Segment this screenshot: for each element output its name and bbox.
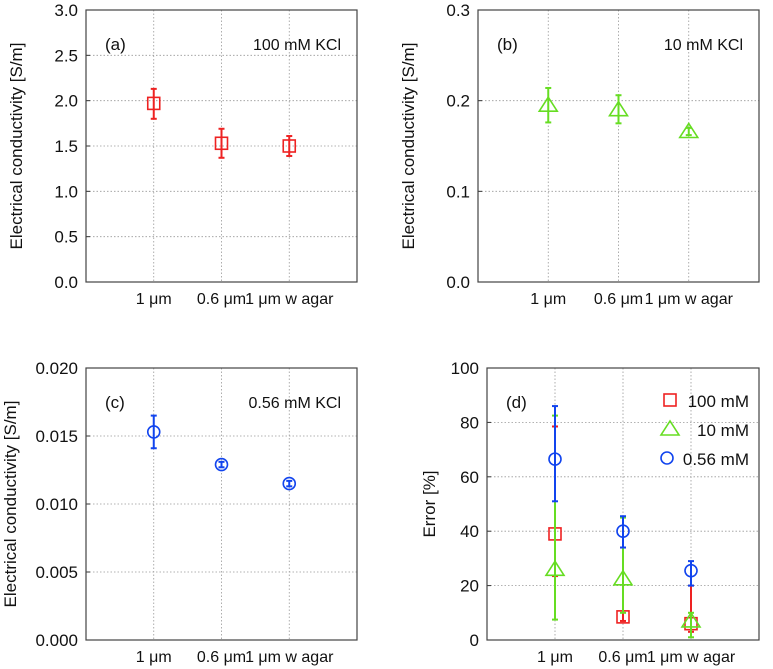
panel-annotation: 10 mM KCl xyxy=(664,37,743,54)
data-point-square xyxy=(146,96,161,111)
y-tick-label: 0.015 xyxy=(35,427,78,446)
x-tick-label: 1 μm xyxy=(537,649,573,666)
x-tick-label: 1 μm xyxy=(136,649,172,666)
data-point-triangle xyxy=(612,569,634,586)
y-tick-label: 0.1 xyxy=(446,182,470,201)
y-tick-label: 80 xyxy=(460,413,479,432)
panel-label: (d) xyxy=(506,393,527,412)
data-point-circle xyxy=(548,452,562,466)
y-axis-label: Electrical conductivity [S/m] xyxy=(1,401,20,608)
y-tick-label: 0.010 xyxy=(35,495,78,514)
data-point-circle xyxy=(282,476,297,491)
y-tick-label: 0.020 xyxy=(35,359,78,378)
y-tick-label: 0.000 xyxy=(35,631,78,650)
plot-frame xyxy=(486,367,760,641)
y-tick-label: 2.0 xyxy=(54,92,78,111)
x-tick-label: 1 μm w agar xyxy=(645,291,734,308)
chart-panel-d: 0 20 40 60 80 100 1 μm 0.6 μm 1 μm w agar Error [… xyxy=(420,359,760,666)
panel-label: (b) xyxy=(497,35,518,54)
legend-marker xyxy=(660,451,674,465)
panel-annotation: 100 mM KCl xyxy=(253,37,341,54)
y-axis-label: Electrical conductivity [S/m] xyxy=(399,43,418,250)
y-tick-label: 20 xyxy=(460,577,479,596)
x-tick-label: 0.6 μm xyxy=(197,291,246,308)
y-axis-label: Error [%] xyxy=(420,470,439,537)
y-tick-label: 3.0 xyxy=(54,1,78,20)
chart-panel-a: 0.0 0.5 1.0 1.5 2.0 2.5 3.0 1 μm 0.6 μm1 μm w ag… xyxy=(7,1,358,308)
x-tick-label: 0.6 μm xyxy=(197,649,246,666)
panel-label: (a) xyxy=(105,35,126,54)
y-tick-label: 1.0 xyxy=(54,182,78,201)
plot-frame xyxy=(477,9,760,283)
data-point-circle xyxy=(214,457,229,472)
y-tick-label: 2.5 xyxy=(54,46,78,65)
x-tick-label: 1 μm w agar xyxy=(647,649,736,666)
x-tick-label: 0.6 μm xyxy=(594,291,643,308)
data-point-circle xyxy=(146,425,161,439)
x-tick-label: 1 μm w agar xyxy=(245,291,334,308)
panel-annotation: 0.56 mM KCl xyxy=(249,395,341,412)
legend-label: 0.56 mM xyxy=(683,450,749,469)
y-tick-label: 40 xyxy=(460,522,479,541)
y-tick-label: 0.0 xyxy=(446,273,470,292)
data-point-circle xyxy=(684,563,698,578)
y-axis-label: Electrical conductivity [S/m] xyxy=(7,43,26,250)
x-tick-label: 1 μm xyxy=(530,291,566,308)
y-tick-label: 60 xyxy=(460,468,479,487)
y-tick-label: 100 xyxy=(451,359,479,378)
plot-frame xyxy=(85,367,358,641)
data-point-triangle xyxy=(608,100,629,117)
data-point-square xyxy=(214,136,229,151)
data-point-circle xyxy=(616,524,630,539)
legend-label: 10 mM xyxy=(697,421,749,440)
y-tick-label: 0.5 xyxy=(54,228,78,247)
y-tick-label: 0.2 xyxy=(446,92,470,111)
data-point-square xyxy=(282,139,297,153)
plot-frame xyxy=(85,9,358,283)
data-point-triangle xyxy=(678,122,700,139)
y-tick-label: 1.5 xyxy=(54,137,78,156)
data-point-triangle xyxy=(537,95,559,112)
x-tick-label: 0.6 μm xyxy=(598,649,647,666)
legend-label: 100 mM xyxy=(688,392,749,411)
y-tick-label: 0.0 xyxy=(54,273,78,292)
x-tick-label: 1 μm w agar xyxy=(245,649,334,666)
y-tick-label: 0 xyxy=(470,631,479,650)
data-point-triangle xyxy=(680,611,702,628)
legend-marker xyxy=(663,393,677,407)
legend-marker xyxy=(659,419,681,436)
data-point-triangle xyxy=(544,559,566,577)
x-tick-label: 1 μm xyxy=(136,291,172,308)
chart-panel-c: 0.000 0.005 0.010 0.015 0.020 1 μm 0.6 μm1 μm … xyxy=(1,359,358,666)
y-tick-label: 0.3 xyxy=(446,1,470,20)
y-tick-label: 0.005 xyxy=(35,563,78,582)
chart-panel-b: 0.0 0.1 0.2 0.3 1 μm 0.6 μm 1 μm w agar Electri… xyxy=(399,1,760,308)
panel-label: (c) xyxy=(105,393,125,412)
